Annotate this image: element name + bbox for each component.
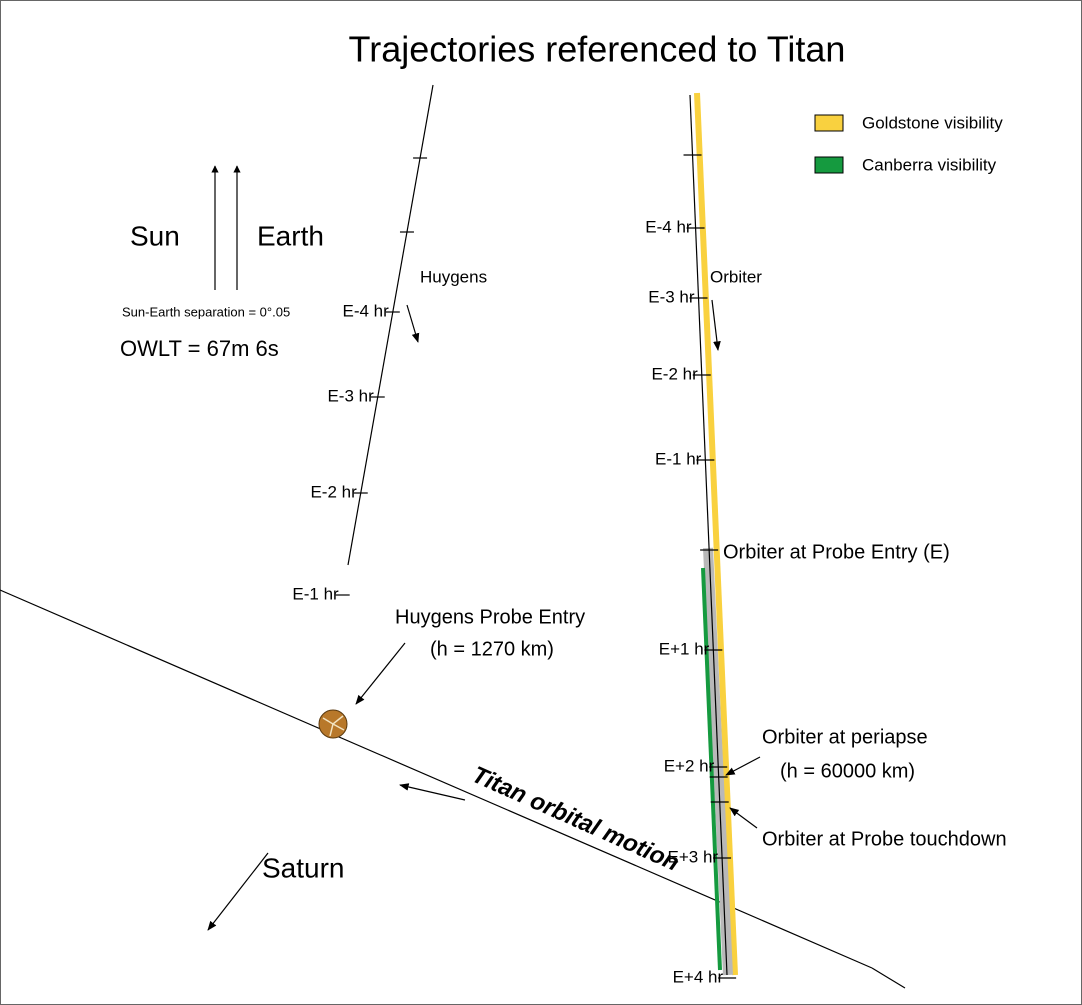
earth-label: Earth — [257, 220, 324, 251]
owlt: OWLT = 67m 6s — [120, 336, 279, 361]
tick-label: E-2 hr — [310, 482, 357, 501]
saturn-arrow — [207, 852, 269, 931]
touchdown-arrow — [729, 807, 758, 829]
huygens-trajectory — [347, 84, 434, 566]
tick-label: E+2 hr — [664, 756, 715, 775]
title: Trajectories referenced to Titan — [349, 29, 846, 70]
tick-label: E-4 hr — [645, 217, 692, 236]
separation: Sun-Earth separation = 0°.05 — [122, 304, 290, 319]
orbiter-arrow — [711, 299, 721, 351]
huygens-entry: Huygens Probe Entry — [395, 606, 585, 628]
entry-arrow — [355, 642, 406, 705]
tick-label: E+1 hr — [659, 639, 710, 658]
orbiter-touchdown: Orbiter at Probe touchdown — [762, 828, 1007, 850]
tick-label: E+3 hr — [668, 847, 719, 866]
tick-label: E-4 hr — [343, 301, 390, 320]
tick-label: E-3 hr — [327, 386, 374, 405]
legend-label: Canberra visibility — [862, 155, 997, 174]
orbiter-entry: Orbiter at Probe Entry (E) — [723, 541, 950, 563]
tick-label: E+4 hr — [673, 967, 724, 986]
titan-orbit — [871, 967, 906, 989]
tick-label: E-1 hr — [655, 449, 702, 468]
saturn-label: Saturn — [262, 852, 345, 883]
titan-texture — [322, 715, 345, 737]
huygens-label: Huygens — [420, 267, 487, 286]
orbiter-trajectory — [689, 94, 728, 976]
orbiter-label: Orbiter — [710, 267, 762, 286]
legend-label: Goldstone visibility — [862, 113, 1003, 132]
titan-motion: Titan orbital motion — [468, 761, 683, 877]
sun-label: Sun — [130, 220, 180, 251]
tick-label: E-1 hr — [292, 584, 339, 603]
canberra-band — [701, 567, 722, 971]
goldstone-band — [694, 92, 738, 976]
periapse-arrow — [725, 756, 761, 776]
legend-swatch — [814, 114, 844, 132]
motion-arrow — [399, 783, 466, 801]
orbiter-periapse-altitude: (h = 60000 km) — [780, 760, 915, 782]
legend-swatch — [814, 156, 844, 174]
tick-label: E-3 hr — [648, 287, 695, 306]
orbiter-periapse: Orbiter at periapse — [762, 726, 928, 748]
huygens-arrow — [406, 304, 420, 343]
tick-label: E-2 hr — [651, 364, 698, 383]
huygens-entry-altitude: (h = 1270 km) — [430, 638, 554, 660]
